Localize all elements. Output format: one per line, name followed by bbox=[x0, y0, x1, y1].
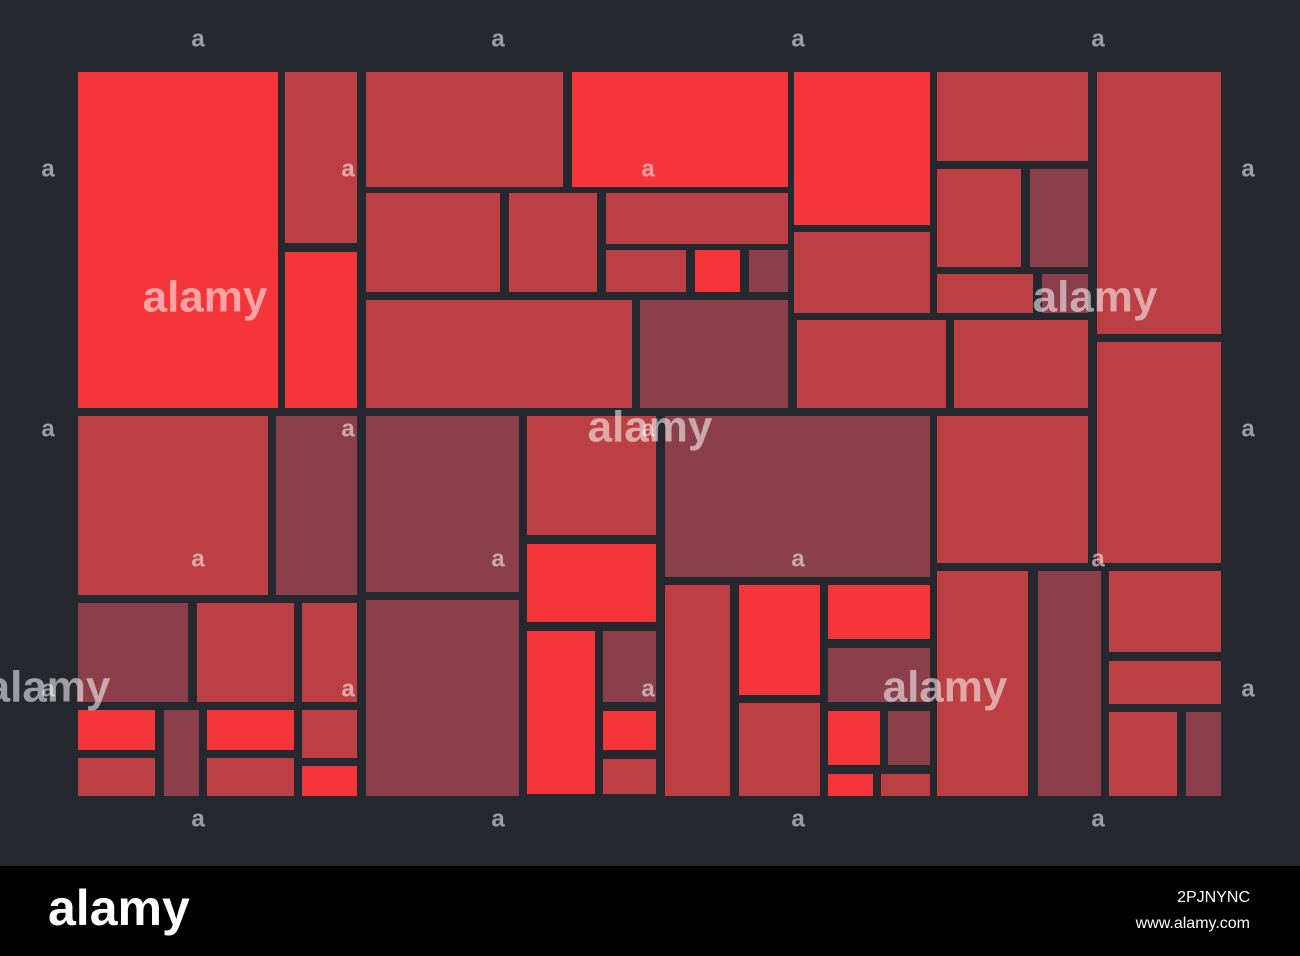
watermark-letter: a bbox=[41, 415, 55, 442]
watermark-letter: a bbox=[1091, 545, 1105, 572]
watermark-letter: a bbox=[41, 155, 55, 182]
tile bbox=[828, 585, 930, 639]
watermark-letter: a bbox=[1091, 805, 1105, 832]
watermark-letter: a bbox=[491, 25, 505, 52]
image-id: 2PJNYNC bbox=[1177, 889, 1250, 906]
watermark-letter: a bbox=[641, 415, 655, 442]
tile bbox=[828, 648, 930, 702]
tile bbox=[366, 600, 519, 796]
tile bbox=[695, 250, 740, 292]
tile bbox=[606, 250, 686, 292]
tile bbox=[937, 72, 1088, 161]
tile bbox=[1042, 274, 1088, 313]
tile bbox=[1109, 712, 1177, 796]
tile bbox=[1030, 169, 1088, 267]
watermark-word: alamy bbox=[588, 403, 713, 452]
tile bbox=[302, 603, 357, 702]
tile bbox=[164, 710, 199, 796]
tile bbox=[828, 711, 880, 765]
watermark-letter: a bbox=[191, 25, 205, 52]
watermark-letter: a bbox=[191, 545, 205, 572]
tile bbox=[828, 774, 873, 796]
footer-logo: alamy bbox=[48, 880, 190, 936]
tile bbox=[794, 232, 930, 313]
tile bbox=[207, 758, 294, 796]
tile bbox=[739, 703, 820, 796]
tile bbox=[366, 193, 500, 292]
tile bbox=[739, 585, 820, 695]
tile bbox=[937, 169, 1021, 267]
watermark-letter: a bbox=[1241, 675, 1255, 702]
tile bbox=[954, 320, 1088, 408]
tile bbox=[78, 758, 155, 796]
tile bbox=[665, 416, 930, 577]
tile bbox=[285, 72, 357, 243]
tile bbox=[603, 759, 656, 794]
tile bbox=[78, 603, 188, 702]
watermark-letter: a bbox=[1091, 25, 1105, 52]
watermark-word: alamy bbox=[0, 663, 111, 712]
watermark-letter: a bbox=[191, 805, 205, 832]
tile bbox=[1186, 712, 1221, 796]
tile bbox=[606, 193, 788, 244]
tile bbox=[78, 710, 155, 750]
footer-bar bbox=[0, 866, 1300, 956]
tile bbox=[285, 252, 357, 408]
watermark-letter: a bbox=[641, 675, 655, 702]
tile bbox=[197, 603, 294, 702]
watermark-word: alamy bbox=[1033, 273, 1158, 322]
watermark-letter: a bbox=[341, 155, 355, 182]
watermark-letter: a bbox=[791, 545, 805, 572]
tile bbox=[797, 320, 946, 408]
tile bbox=[1097, 72, 1221, 334]
tile bbox=[603, 711, 656, 750]
tile bbox=[527, 544, 656, 622]
tile bbox=[78, 72, 278, 408]
tile bbox=[527, 416, 656, 535]
watermark-word: alamy bbox=[883, 663, 1008, 712]
watermarks: aaaaaaaaaaaaaaaaaaaaaaaaalamyalamyalamya… bbox=[0, 25, 1255, 832]
tile bbox=[603, 631, 656, 702]
tile bbox=[366, 72, 563, 187]
tile bbox=[881, 774, 930, 796]
watermark-letter: a bbox=[341, 675, 355, 702]
tile bbox=[937, 571, 1028, 796]
tile bbox=[749, 250, 788, 292]
tile bbox=[276, 416, 357, 595]
tile bbox=[1097, 342, 1221, 563]
tile bbox=[302, 766, 357, 796]
tile bbox=[207, 710, 294, 750]
tile bbox=[572, 72, 788, 187]
tile bbox=[1109, 571, 1221, 652]
watermark-word: alamy bbox=[143, 273, 268, 322]
tile bbox=[509, 193, 597, 292]
watermark-letter: a bbox=[491, 805, 505, 832]
watermark-letter: a bbox=[791, 25, 805, 52]
watermark-letter: a bbox=[341, 415, 355, 442]
footer-url: www.alamy.com bbox=[1135, 915, 1250, 932]
tile bbox=[794, 72, 930, 225]
tile bbox=[366, 416, 519, 592]
tile bbox=[78, 416, 268, 595]
tile bbox=[937, 274, 1033, 313]
tile bbox=[640, 300, 788, 408]
watermark-letter: a bbox=[1241, 155, 1255, 182]
watermark-letter: a bbox=[791, 805, 805, 832]
tiles bbox=[78, 72, 1221, 796]
tile bbox=[665, 585, 730, 796]
watermark-letter: a bbox=[1241, 415, 1255, 442]
tile bbox=[527, 631, 595, 794]
tile bbox=[1109, 661, 1221, 704]
watermark-letter: a bbox=[41, 675, 55, 702]
tile bbox=[1038, 571, 1101, 796]
tile bbox=[302, 710, 357, 758]
watermark-letter: a bbox=[491, 545, 505, 572]
tile bbox=[937, 416, 1088, 563]
watermark-letter: a bbox=[641, 155, 655, 182]
tile bbox=[366, 300, 632, 408]
tile bbox=[888, 711, 930, 765]
